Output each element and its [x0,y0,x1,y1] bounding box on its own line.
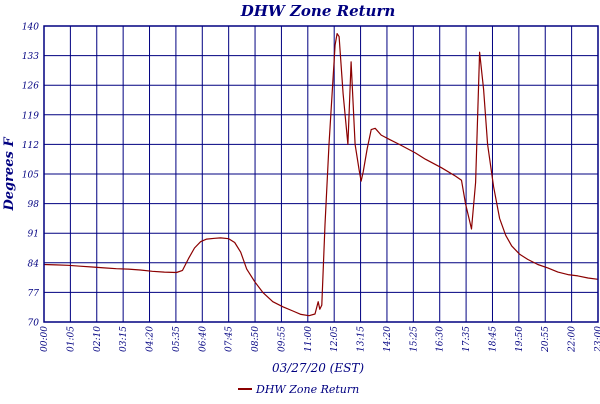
plot-area-frame [43,25,599,323]
x-tick-label: 04:20 [146,326,156,352]
x-tick-label: 16:30 [436,326,446,352]
y-tick-label: 112 [22,141,39,151]
y-tick-label: 91 [28,230,39,240]
x-tick-label: 03:15 [119,326,129,352]
y-tick-label: 84 [28,259,40,269]
y-tick-label: 119 [22,111,39,121]
x-tick-label: 13:15 [357,326,367,352]
x-tick-label: 15:25 [409,326,419,352]
series-layer [43,32,599,317]
x-tick-label: 01:05 [66,326,76,352]
legend-label-dhw-zone-return: DHW Zone Return [255,383,359,396]
x-tick-label: 22:00 [568,326,578,353]
x-tick-label: 08:50 [251,326,261,352]
x-tick-label: 07:45 [225,326,235,352]
legend: DHW Zone Return [238,383,359,396]
x-tick-label: 19:50 [515,326,525,352]
x-tick-label: 05:35 [172,326,182,352]
x-tick-labels: 00:00 01:05 02:10 03:15 04:20 05:35 06:40 07:45… [40,326,600,353]
x-tick-label: 17:35 [462,326,472,352]
x-tick-label: 11:00 [304,326,314,352]
series-line-dhw-zone-return [43,32,599,317]
x-tick-label: 23:00 [594,326,600,353]
x-tick-label: 06:40 [198,326,208,352]
y-tick-label: 70 [28,319,40,329]
y-tick-label: 105 [22,171,39,181]
y-tick-label: 98 [28,200,40,210]
x-tick-label: 14:20 [383,326,393,352]
y-tick-label: 77 [28,289,40,299]
y-tick-labels: 70 77 84 91 98 105 112 119 126 133 140 [22,23,39,329]
x-tick-label: 00:00 [40,326,50,352]
x-tick-label: 02:10 [93,326,103,352]
grid-layer [43,25,599,323]
x-tick-label: 20:55 [541,326,551,353]
y-tick-label: 126 [22,82,39,92]
x-tick-label: 09:55 [277,326,287,352]
y-axis-label: Degrees F [2,137,17,212]
x-tick-label: 12:05 [330,326,340,352]
x-axis-label: 03/27/20 (EST) [272,361,364,375]
y-tick-label: 133 [22,52,39,62]
x-tick-label: 18:45 [488,326,498,352]
y-tick-label: 140 [22,23,39,33]
chart-title: DHW Zone Return [240,2,396,20]
